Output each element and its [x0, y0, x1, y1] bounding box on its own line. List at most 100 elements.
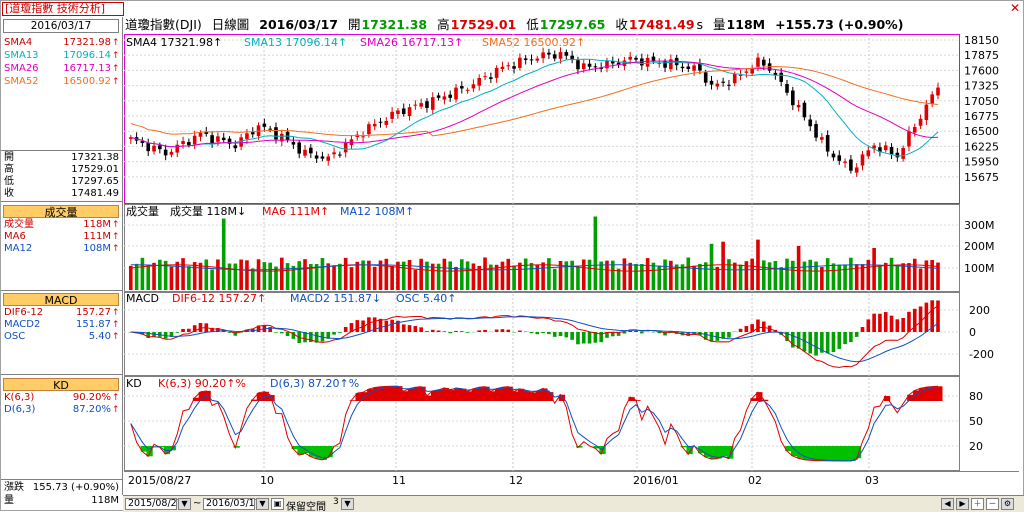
volume-bar: [350, 267, 354, 290]
price-legend-item: SMA52 16500.92↑: [482, 36, 585, 49]
macd-osc-bar: [727, 332, 731, 338]
candle-body: [315, 155, 319, 158]
volume-bar: [385, 259, 389, 290]
volume-label: 量: [713, 17, 726, 32]
candle-body: [158, 145, 162, 149]
x-axis-label: 12: [509, 474, 523, 487]
macd-osc-bar: [443, 331, 447, 332]
volume-bar: [890, 258, 894, 290]
volume-bar: [919, 269, 923, 290]
macd-osc-bar: [849, 332, 853, 342]
end-date-dropdown-icon[interactable]: ▼: [256, 498, 269, 510]
ohlc-key: 收: [4, 188, 14, 200]
zoom-in-icon[interactable]: ＋: [971, 498, 984, 510]
zoom-out-icon[interactable]: －: [986, 498, 999, 510]
ohlc-key: 高: [4, 164, 14, 176]
keep-space-value[interactable]: 3: [333, 497, 339, 507]
candle-body: [146, 143, 150, 151]
candle-body: [930, 94, 934, 103]
volume-bar: [495, 265, 499, 290]
settings-icon[interactable]: ⚙: [1001, 498, 1014, 510]
volume-bar: [698, 264, 702, 290]
candle-body: [710, 81, 714, 85]
candle-body: [495, 68, 499, 78]
macd-osc-bar: [419, 327, 423, 332]
start-date-field[interactable]: 2015/08/27: [125, 498, 177, 510]
up-arrow-icon: ↑: [112, 392, 120, 404]
up-arrow-icon: ↑: [112, 37, 120, 49]
candle-body: [245, 133, 249, 139]
volume-bar: [199, 263, 203, 290]
macd-osc-bar: [402, 324, 406, 332]
volume-bar: [506, 259, 510, 290]
macd-osc-bar: [814, 332, 818, 356]
close-icon[interactable]: ✕: [1007, 2, 1023, 16]
volume-bar: [803, 262, 807, 290]
kd-section-header[interactable]: KD: [3, 378, 119, 391]
candle-body: [193, 136, 197, 145]
volume-bar: [733, 263, 737, 290]
candle-body: [338, 155, 342, 156]
scroll-right-icon[interactable]: ▶: [956, 498, 969, 510]
macd-osc-bar: [541, 332, 545, 333]
kd-oversold-fill: [837, 446, 843, 461]
volume-bar: [274, 267, 278, 290]
volume-section-header[interactable]: 成交量: [3, 205, 119, 218]
volume-bar: [297, 261, 301, 290]
end-date-field[interactable]: 2016/03/17: [203, 498, 255, 510]
volume-bar: [553, 269, 557, 290]
spin-down-icon[interactable]: ▼: [341, 498, 354, 510]
volume-bar: [808, 260, 812, 290]
candle-body: [297, 143, 301, 154]
kd-key: K(6,3): [4, 392, 34, 404]
volume-bar: [419, 259, 423, 290]
macd-osc-bar: [338, 332, 342, 333]
candle-body: [820, 137, 824, 140]
up-arrow-icon: ↑: [112, 50, 120, 62]
chart-period[interactable]: 日線圖: [212, 17, 250, 32]
up-arrow-icon: ↑: [112, 231, 120, 243]
window-title[interactable]: [道瓊指數 技術分析]: [2, 2, 124, 16]
kd-tick-label: 50: [969, 415, 983, 428]
sma-key: SMA26: [4, 63, 39, 75]
candle-body: [779, 73, 783, 82]
macd-osc-bar: [483, 330, 487, 332]
keep-space-checkbox[interactable]: ▣: [271, 498, 284, 510]
volume-bar: [785, 259, 789, 290]
volume-key: 成交量: [4, 219, 34, 231]
candle-body: [164, 150, 168, 156]
scroll-left-icon[interactable]: ◀: [941, 498, 954, 510]
candle-body: [443, 96, 447, 99]
volume-bar: [530, 263, 534, 290]
volume-bar: [878, 266, 882, 290]
volume-bar: [652, 263, 656, 290]
candle-body: [797, 105, 801, 107]
macd-section-header[interactable]: MACD: [3, 293, 119, 306]
kd-overbought-fill: [390, 386, 396, 401]
macd-osc-bar: [628, 331, 632, 332]
candle-body: [210, 135, 214, 143]
volume-bar: [425, 262, 429, 290]
kd-oversold-fill: [820, 446, 826, 461]
volume-bar: [373, 267, 377, 290]
candle-body: [448, 95, 452, 98]
volume-bar: [750, 259, 754, 290]
macd-value: 157.27: [76, 307, 111, 319]
volume-bar: [286, 263, 290, 290]
kd-overbought-fill: [524, 391, 530, 401]
start-date-dropdown-icon[interactable]: ▼: [178, 498, 191, 510]
volume-bar: [628, 263, 632, 290]
kd-legend-item: KD: [126, 377, 142, 390]
volume-bar: [872, 248, 876, 290]
candle-body: [762, 60, 766, 66]
candle-body: [506, 65, 510, 66]
macd-key: DIF6-12: [4, 307, 43, 319]
candle-body: [373, 124, 377, 126]
ohlc-value: 17529.01: [71, 164, 119, 176]
